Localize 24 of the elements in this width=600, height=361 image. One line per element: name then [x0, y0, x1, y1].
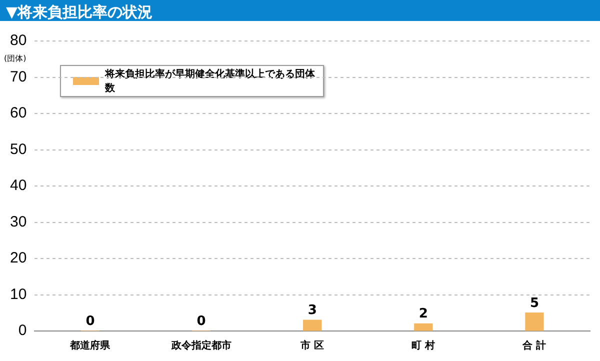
bar	[303, 320, 322, 331]
x-tick-label: 政令指定都市	[170, 340, 232, 352]
x-tick-label: 合 計	[522, 340, 546, 352]
y-tick-label: 40	[10, 177, 27, 194]
x-tick-label: 町 村	[412, 340, 436, 352]
chart-title: ▼将来負担比率の状況	[0, 0, 600, 21]
y-tick-label: 80	[10, 32, 27, 50]
x-tick-label: 都道府県	[69, 340, 112, 352]
data-label: 5	[530, 296, 539, 311]
data-label: 0	[196, 314, 206, 329]
x-tick-label: 市 区	[300, 340, 324, 352]
bar	[525, 312, 544, 331]
y-tick-label: 60	[10, 104, 27, 122]
y-tick-label: 10	[10, 286, 27, 303]
y-tick-label: 70	[10, 68, 27, 86]
data-label: 2	[418, 306, 428, 322]
y-tick-label: 50	[10, 140, 27, 158]
y-tick-label: 0	[18, 322, 27, 340]
bar	[414, 323, 433, 331]
data-label: 0	[86, 314, 95, 329]
y-tick-label: 30	[10, 213, 27, 230]
y-axis-title: (団体)	[4, 53, 26, 64]
y-tick-label: 20	[10, 250, 27, 267]
data-label: 3	[308, 303, 317, 318]
